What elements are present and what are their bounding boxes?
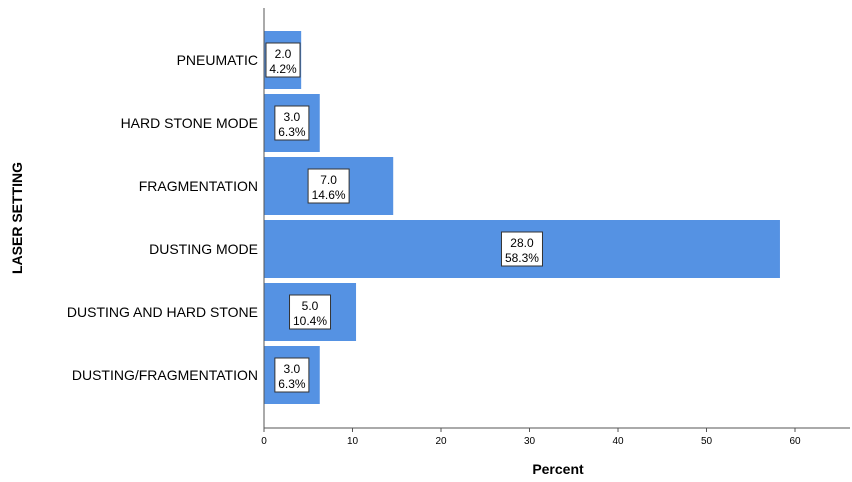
- data-label-box-4: [289, 294, 332, 330]
- data-label-percent-4: 10.4%: [293, 314, 327, 328]
- x-ticks-group: 0 10 20 30 40 50 60: [261, 428, 801, 447]
- data-label-count-3: 28.0: [510, 236, 534, 250]
- data-label-count-2: 7.0: [320, 173, 337, 187]
- x-tick-label-1: 10: [347, 436, 359, 447]
- data-label-percent-5: 6.3%: [278, 377, 306, 391]
- data-label-box-5: [274, 357, 310, 393]
- category-label-2: FRAGMENTATION: [139, 178, 258, 194]
- x-tick-label-3: 30: [524, 436, 536, 447]
- x-tick-label-5: 50: [701, 436, 713, 447]
- data-label-count-5: 3.0: [284, 362, 301, 376]
- category-labels-group: PNEUMATIC HARD STONE MODE FRAGMENTATION DUS…: [67, 52, 258, 383]
- data-label-percent-1: 6.3%: [278, 125, 306, 139]
- data-label-percent-2: 14.6%: [312, 188, 346, 202]
- category-label-0: PNEUMATIC: [177, 52, 258, 68]
- bars-group: [264, 31, 780, 404]
- data-label-box-2: [307, 168, 350, 204]
- data-label-percent-0: 4.2%: [269, 62, 297, 76]
- data-label-box-3: [500, 231, 543, 267]
- y-axis-title: LASER SETTING: [9, 162, 25, 274]
- x-tick-label-0: 0: [261, 436, 267, 447]
- x-tick-label-6: 60: [789, 436, 801, 447]
- category-label-3: DUSTING MODE: [149, 241, 258, 257]
- category-label-1: HARD STONE MODE: [121, 115, 258, 131]
- category-label-4: DUSTING AND HARD STONE: [67, 304, 258, 320]
- data-label-box-0: [265, 42, 301, 78]
- data-label-box-1: [274, 105, 310, 141]
- data-label-count-0: 2.0: [275, 47, 292, 61]
- x-axis-title: Percent: [532, 461, 584, 477]
- x-tick-label-4: 40: [612, 436, 624, 447]
- data-labels-group: 2.04.2%3.06.3%7.014.6%28.058.3%5.010.4%3…: [265, 42, 543, 393]
- category-label-5: DUSTING/FRAGMENTATION: [72, 367, 258, 383]
- data-label-percent-3: 58.3%: [505, 251, 539, 265]
- x-tick-label-2: 20: [435, 436, 447, 447]
- data-label-count-1: 3.0: [284, 110, 301, 124]
- data-label-count-4: 5.0: [302, 299, 319, 313]
